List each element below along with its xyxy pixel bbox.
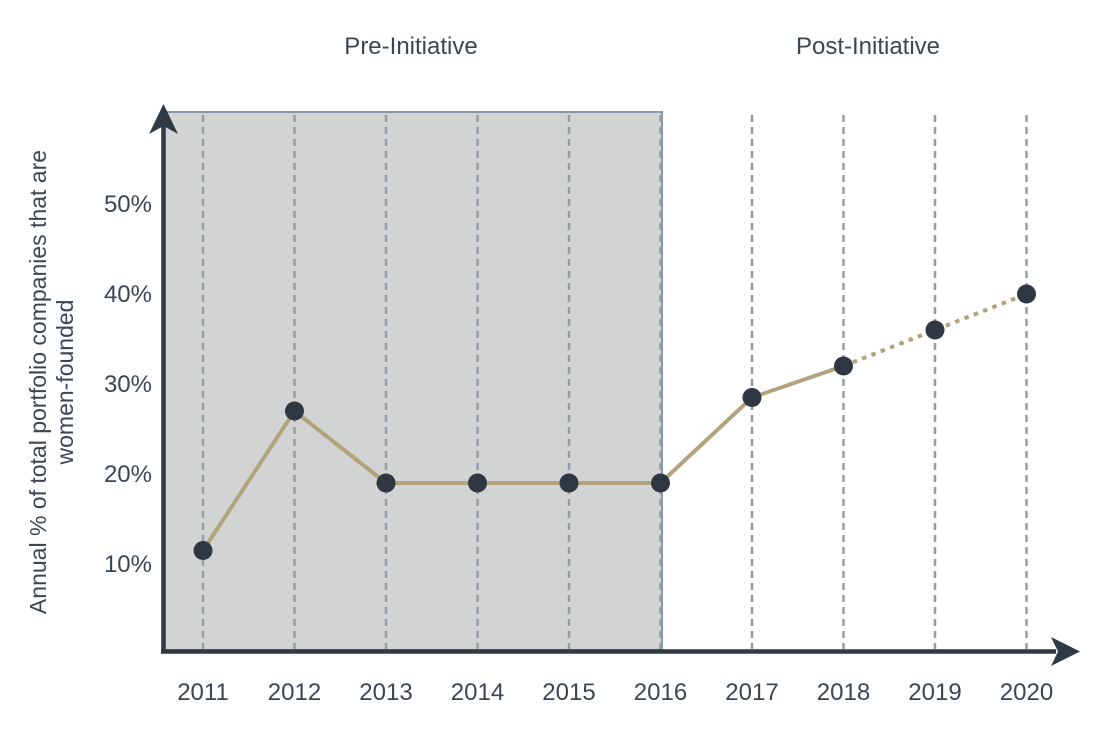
x-tick-label-2016: 2016 [634, 679, 687, 706]
x-tick-label-2013: 2013 [359, 679, 412, 706]
x-tick-label-2018: 2018 [817, 679, 870, 706]
data-point-2019 [925, 320, 945, 340]
y-tick-label-40: 40% [104, 281, 152, 308]
data-point-2013 [376, 473, 396, 493]
x-tick-label-2014: 2014 [451, 679, 504, 706]
x-axis-arrow [1051, 637, 1080, 666]
data-point-2020 [1017, 284, 1036, 304]
data-point-2014 [468, 473, 487, 493]
y-tick-label-10: 10% [104, 551, 152, 578]
x-tick-label-2011: 2011 [177, 679, 229, 706]
series-line-solid [201, 364, 845, 552]
pre-initiative-label: Pre-Initiative [344, 33, 478, 60]
y-axis-arrow [149, 104, 178, 134]
post-initiative-label: Post-Initiative [795, 33, 941, 60]
data-point-2017 [742, 388, 762, 407]
data-point-2015 [559, 473, 579, 493]
x-tick-label-2019: 2019 [908, 679, 961, 706]
x-tick-label-2017: 2017 [725, 679, 778, 706]
data-point-2018 [834, 356, 853, 376]
x-tick-label-2012: 2012 [268, 679, 321, 706]
series-line-dotted [842, 292, 1028, 368]
y-tick-label-20: 20% [104, 461, 152, 488]
y-tick-label-30: 30% [104, 371, 152, 398]
data-point-2012 [285, 401, 304, 421]
data-point-2011 [193, 541, 213, 560]
data-point-2016 [651, 473, 670, 493]
y-tick-label-50: 50% [104, 191, 152, 218]
x-tick-label-2020: 2020 [1000, 679, 1053, 706]
shaded-region-pre-initiative [163, 111, 663, 651]
x-tick-label-2015: 2015 [542, 679, 595, 706]
